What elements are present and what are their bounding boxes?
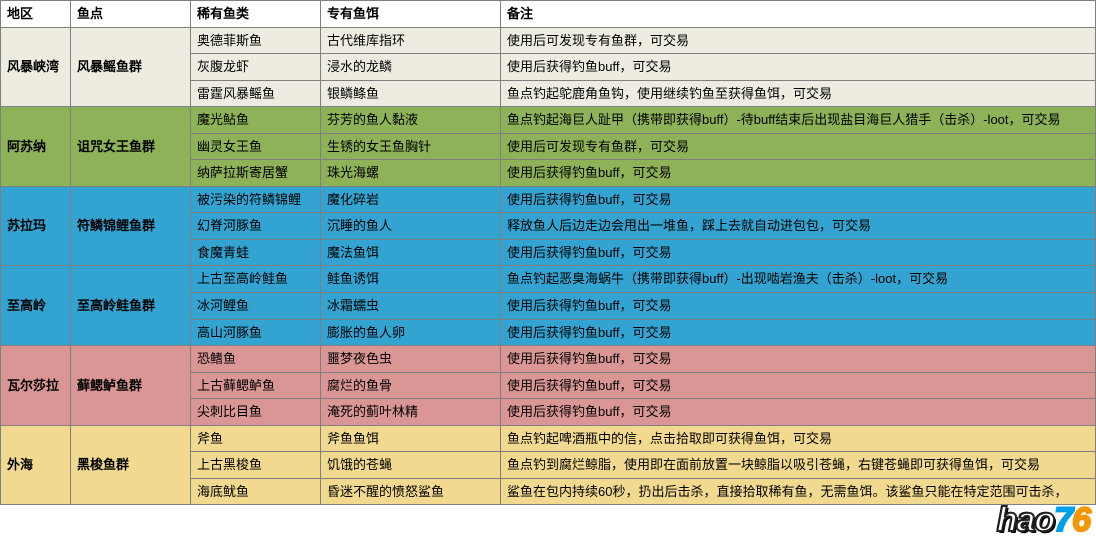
table-row: 风暴峡湾风暴鳐鱼群奥德菲斯鱼古代维库指环使用后可发现专有鱼群，可交易 <box>1 27 1096 54</box>
bait-cell: 冰霜蠕虫 <box>321 293 501 320</box>
region-cell: 苏拉玛 <box>1 186 71 266</box>
region-cell: 阿苏纳 <box>1 107 71 187</box>
bait-cell: 芬芳的鱼人黏液 <box>321 107 501 134</box>
bait-cell: 珠光海螺 <box>321 160 501 187</box>
bait-cell: 古代维库指环 <box>321 27 501 54</box>
rare-cell: 冰河鲤鱼 <box>191 293 321 320</box>
rare-cell: 斧鱼 <box>191 425 321 452</box>
bait-cell: 生锈的女王鱼胸针 <box>321 133 501 160</box>
rare-cell: 恐鳍鱼 <box>191 346 321 373</box>
bait-cell: 膨胀的鱼人卵 <box>321 319 501 346</box>
note-cell: 使用后可发现专有鱼群，可交易 <box>501 133 1096 160</box>
note-cell: 鱼点钓起恶臭海蜗牛（携带即获得buff）-出现啮岩渔夫（击杀）-loot，可交易 <box>501 266 1096 293</box>
fishing-table: 地区 鱼点 稀有鱼类 专有鱼饵 备注 风暴峡湾风暴鳐鱼群奥德菲斯鱼古代维库指环使… <box>0 0 1096 505</box>
rare-cell: 灰腹龙虾 <box>191 54 321 81</box>
spot-cell: 藓鳃鲈鱼群 <box>71 346 191 426</box>
bait-cell: 斧鱼鱼饵 <box>321 425 501 452</box>
table-row: 至高岭至高岭鲑鱼群上古至高岭鲑鱼鲑鱼诱饵鱼点钓起恶臭海蜗牛（携带即获得buff）… <box>1 266 1096 293</box>
rare-cell: 食魔青蛙 <box>191 239 321 266</box>
bait-cell: 淹死的蓟叶林精 <box>321 399 501 426</box>
region-cell: 至高岭 <box>1 266 71 346</box>
rare-cell: 被污染的符鳞锦鲤 <box>191 186 321 213</box>
note-cell: 使用后获得钓鱼buff，可交易 <box>501 399 1096 426</box>
rare-cell: 魔光鲇鱼 <box>191 107 321 134</box>
note-cell: 鲨鱼在包内持续60秒，扔出后击杀，直接拾取稀有鱼，无需鱼饵。该鲨鱼只能在特定范围… <box>501 478 1096 505</box>
rare-cell: 雷霆风暴鳐鱼 <box>191 80 321 107</box>
note-cell: 使用后获得钓鱼buff，可交易 <box>501 160 1096 187</box>
hdr-bait: 专有鱼饵 <box>321 1 501 28</box>
region-cell: 风暴峡湾 <box>1 27 71 107</box>
note-cell: 使用后获得钓鱼buff，可交易 <box>501 293 1096 320</box>
note-cell: 使用后获得钓鱼buff，可交易 <box>501 372 1096 399</box>
note-cell: 鱼点钓起海巨人趾甲（携带即获得buff）-待buff结束后出现盐目海巨人猎手（击… <box>501 107 1096 134</box>
spot-cell: 风暴鳐鱼群 <box>71 27 191 107</box>
hdr-spot: 鱼点 <box>71 1 191 28</box>
bait-cell: 噩梦夜色虫 <box>321 346 501 373</box>
rare-cell: 奥德菲斯鱼 <box>191 27 321 54</box>
watermark-logo: hao76 <box>997 503 1090 537</box>
region-cell: 瓦尔莎拉 <box>1 346 71 426</box>
rare-cell: 幻脊河豚鱼 <box>191 213 321 240</box>
note-cell: 使用后获得钓鱼buff，可交易 <box>501 186 1096 213</box>
rare-cell: 尖刺比目鱼 <box>191 399 321 426</box>
header-row: 地区 鱼点 稀有鱼类 专有鱼饵 备注 <box>1 1 1096 28</box>
bait-cell: 银鳞鲦鱼 <box>321 80 501 107</box>
spot-cell: 黑梭鱼群 <box>71 425 191 505</box>
rare-cell: 上古黑梭鱼 <box>191 452 321 479</box>
hdr-notes: 备注 <box>501 1 1096 28</box>
table-row: 阿苏纳诅咒女王鱼群魔光鲇鱼芬芳的鱼人黏液鱼点钓起海巨人趾甲（携带即获得buff）… <box>1 107 1096 134</box>
note-cell: 使用后获得钓鱼buff，可交易 <box>501 239 1096 266</box>
rare-cell: 幽灵女王鱼 <box>191 133 321 160</box>
note-cell: 释放鱼人后边走边会甩出一堆鱼，踩上去就自动进包包，可交易 <box>501 213 1096 240</box>
hdr-region: 地区 <box>1 1 71 28</box>
spot-cell: 诅咒女王鱼群 <box>71 107 191 187</box>
hdr-rare: 稀有鱼类 <box>191 1 321 28</box>
note-cell: 使用后可发现专有鱼群，可交易 <box>501 27 1096 54</box>
table-row: 外海黑梭鱼群斧鱼斧鱼鱼饵鱼点钓起啤酒瓶中的信，点击拾取即可获得鱼饵，可交易 <box>1 425 1096 452</box>
table-row: 瓦尔莎拉藓鳃鲈鱼群恐鳍鱼噩梦夜色虫使用后获得钓鱼buff，可交易 <box>1 346 1096 373</box>
note-cell: 鱼点钓到腐烂鲸脂，使用即在面前放置一块鲸脂以吸引苍蝇，右键苍蝇即可获得鱼饵，可交… <box>501 452 1096 479</box>
region-cell: 外海 <box>1 425 71 505</box>
spot-cell: 符鳞锦鲤鱼群 <box>71 186 191 266</box>
bait-cell: 浸水的龙鳞 <box>321 54 501 81</box>
spot-cell: 至高岭鲑鱼群 <box>71 266 191 346</box>
note-cell: 鱼点钓起啤酒瓶中的信，点击拾取即可获得鱼饵，可交易 <box>501 425 1096 452</box>
bait-cell: 鲑鱼诱饵 <box>321 266 501 293</box>
rare-cell: 海底鱿鱼 <box>191 478 321 505</box>
note-cell: 使用后获得钓鱼buff，可交易 <box>501 346 1096 373</box>
table-row: 苏拉玛符鳞锦鲤鱼群被污染的符鳞锦鲤魔化碎岩使用后获得钓鱼buff，可交易 <box>1 186 1096 213</box>
bait-cell: 魔法鱼饵 <box>321 239 501 266</box>
bait-cell: 魔化碎岩 <box>321 186 501 213</box>
bait-cell: 沉睡的鱼人 <box>321 213 501 240</box>
rare-cell: 高山河豚鱼 <box>191 319 321 346</box>
rare-cell: 上古藓鳃鲈鱼 <box>191 372 321 399</box>
bait-cell: 腐烂的鱼骨 <box>321 372 501 399</box>
bait-cell: 饥饿的苍蝇 <box>321 452 501 479</box>
rare-cell: 纳萨拉斯寄居蟹 <box>191 160 321 187</box>
bait-cell: 昏迷不醒的愤怒鲨鱼 <box>321 478 501 505</box>
rare-cell: 上古至高岭鲑鱼 <box>191 266 321 293</box>
note-cell: 使用后获得钓鱼buff，可交易 <box>501 319 1096 346</box>
note-cell: 鱼点钓起鸵鹿角鱼钩，使用继续钓鱼至获得鱼饵，可交易 <box>501 80 1096 107</box>
note-cell: 使用后获得钓鱼buff，可交易 <box>501 54 1096 81</box>
